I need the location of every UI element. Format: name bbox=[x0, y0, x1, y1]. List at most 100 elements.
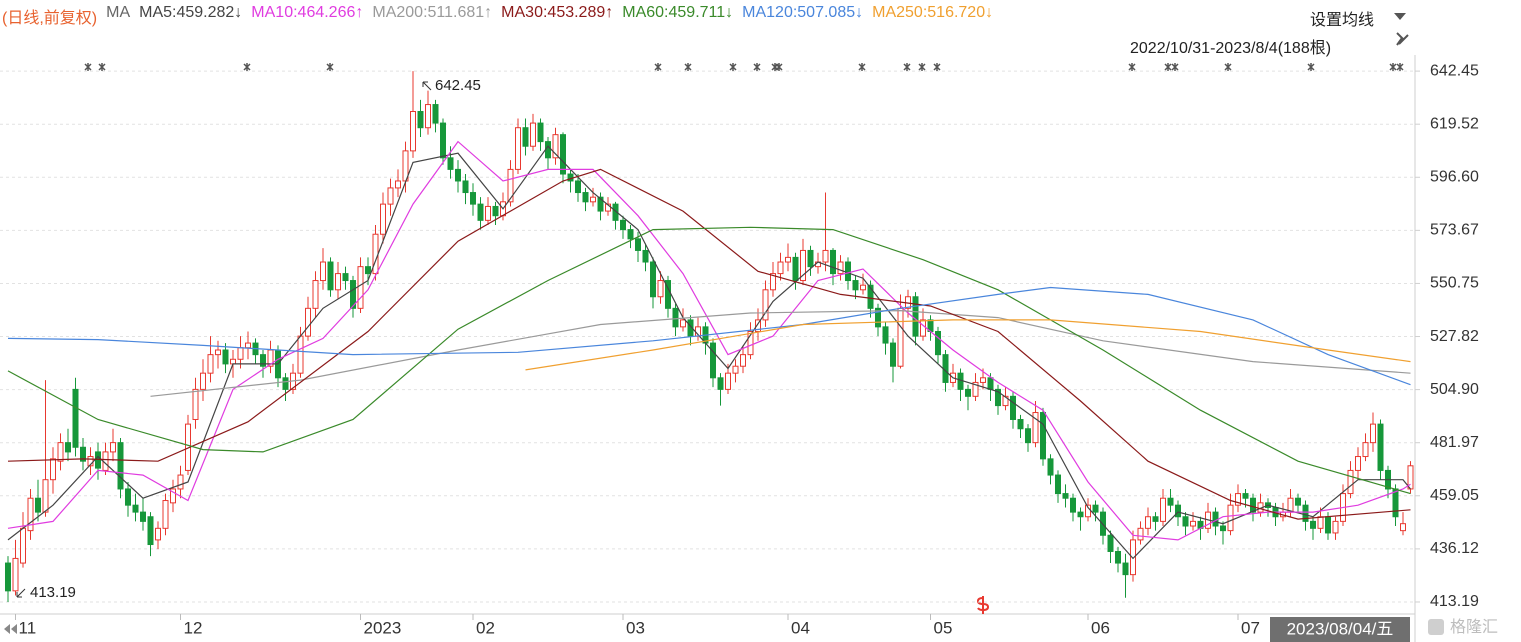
candle-body bbox=[1235, 493, 1241, 506]
candle-body bbox=[635, 238, 641, 251]
candle-body bbox=[1047, 458, 1054, 476]
x-tick-label: 2023 bbox=[364, 618, 402, 637]
legend-entry: MA120:507.085↓ bbox=[742, 4, 864, 21]
candle-body bbox=[477, 203, 484, 221]
candle-body bbox=[35, 497, 41, 513]
candle-body bbox=[65, 442, 71, 453]
ma-line bbox=[7, 145, 1411, 560]
watermark-logo: 格隆汇 bbox=[1428, 618, 1498, 636]
pin[interactable] bbox=[1396, 32, 1409, 46]
settings-button[interactable]: 设置均线 bbox=[1310, 12, 1375, 29]
candle-body bbox=[1115, 550, 1121, 564]
legend-entry: MA250:516.720↓ bbox=[872, 4, 994, 21]
candle-body bbox=[912, 296, 919, 337]
candle-body bbox=[597, 196, 604, 212]
x-tick-label: 04 bbox=[791, 618, 810, 637]
candle-body bbox=[365, 266, 371, 275]
candle-body bbox=[470, 192, 476, 205]
candle-body bbox=[972, 381, 979, 397]
pin-icon[interactable] bbox=[1396, 32, 1409, 46]
candle-body bbox=[875, 307, 881, 328]
candle-body bbox=[507, 168, 514, 203]
y-tick-label: 596.60 bbox=[1430, 168, 1479, 185]
candle-body bbox=[432, 104, 439, 124]
candle-body bbox=[732, 365, 739, 374]
candle-body bbox=[207, 354, 214, 374]
candle-body bbox=[1227, 504, 1234, 532]
candle-body bbox=[785, 256, 791, 263]
event-marker bbox=[775, 63, 783, 71]
candle-body bbox=[57, 442, 64, 462]
candle-body bbox=[80, 446, 86, 462]
candle-body bbox=[567, 173, 574, 182]
scroll-left-icon[interactable] bbox=[4, 624, 17, 634]
legend-entry: MA5:459.282↓ bbox=[139, 4, 243, 21]
y-tick-label: 436.12 bbox=[1430, 540, 1479, 557]
x-tick-label: 02 bbox=[476, 618, 495, 637]
x-tick-label: 11 bbox=[19, 618, 37, 637]
dropdown-arrow[interactable] bbox=[1394, 13, 1406, 20]
candle-body bbox=[807, 249, 814, 268]
candle-body bbox=[1317, 516, 1324, 529]
y-tick-label: 550.75 bbox=[1430, 275, 1479, 292]
candle-body bbox=[1302, 504, 1309, 522]
candle-body bbox=[1152, 516, 1159, 522]
x-tick-label: 12 bbox=[184, 618, 203, 637]
candle-body bbox=[792, 256, 799, 282]
event-marker bbox=[1396, 63, 1404, 71]
candle-body bbox=[110, 442, 116, 453]
candle-body bbox=[297, 335, 304, 374]
candle-body bbox=[657, 280, 664, 298]
candle-body bbox=[590, 196, 596, 203]
candle-body bbox=[867, 284, 874, 309]
candle-body bbox=[237, 347, 244, 360]
candle-body bbox=[1355, 456, 1361, 471]
event-marker bbox=[918, 63, 926, 71]
candle-body bbox=[440, 122, 446, 159]
legend-entry: MA30:453.289↑ bbox=[501, 4, 614, 21]
candle-body bbox=[1347, 469, 1354, 495]
candle-body bbox=[1362, 442, 1369, 458]
candle-body bbox=[560, 134, 566, 175]
candle-body bbox=[155, 527, 161, 541]
candle-body bbox=[837, 261, 844, 275]
candle-body bbox=[5, 562, 11, 592]
candle-body bbox=[1040, 412, 1046, 460]
candle-body bbox=[117, 442, 124, 490]
candle-body bbox=[245, 342, 251, 349]
event-marker bbox=[1171, 63, 1179, 71]
y-tick-label: 573.67 bbox=[1430, 222, 1479, 239]
candle-body bbox=[1175, 504, 1181, 518]
candle-body bbox=[1010, 395, 1016, 420]
candle-body bbox=[320, 261, 326, 282]
y-tick-label: 642.45 bbox=[1430, 62, 1479, 79]
legend-entry: MA60:459.711↓ bbox=[622, 4, 734, 21]
candle-body bbox=[1295, 497, 1301, 506]
candle-body bbox=[1332, 520, 1339, 534]
candle-body bbox=[740, 354, 746, 367]
candle-body bbox=[42, 479, 49, 513]
candle-body bbox=[27, 497, 34, 532]
candle-body bbox=[215, 349, 221, 356]
candle-body bbox=[1220, 525, 1226, 532]
candle-body bbox=[20, 527, 26, 564]
candle-body bbox=[410, 111, 416, 152]
candle-body bbox=[395, 180, 401, 189]
candle-body bbox=[620, 219, 626, 231]
y-tick-label: 527.82 bbox=[1430, 328, 1479, 345]
settings-dropdown-arrow[interactable] bbox=[1394, 13, 1406, 20]
candle-body bbox=[822, 249, 829, 263]
candle-body bbox=[222, 349, 229, 365]
event-marker bbox=[243, 63, 251, 71]
annotation-arrow bbox=[16, 588, 26, 598]
candle-body bbox=[372, 233, 379, 275]
candle-body bbox=[845, 261, 851, 282]
candle-body bbox=[612, 203, 619, 221]
candle-body bbox=[305, 307, 311, 337]
candle-body bbox=[537, 122, 544, 143]
scroll-left-button[interactable] bbox=[4, 624, 17, 634]
candle-body bbox=[162, 500, 169, 529]
candle-body bbox=[1167, 497, 1174, 506]
x-tick-label: 06 bbox=[1091, 618, 1110, 637]
candle-body bbox=[1025, 428, 1031, 444]
